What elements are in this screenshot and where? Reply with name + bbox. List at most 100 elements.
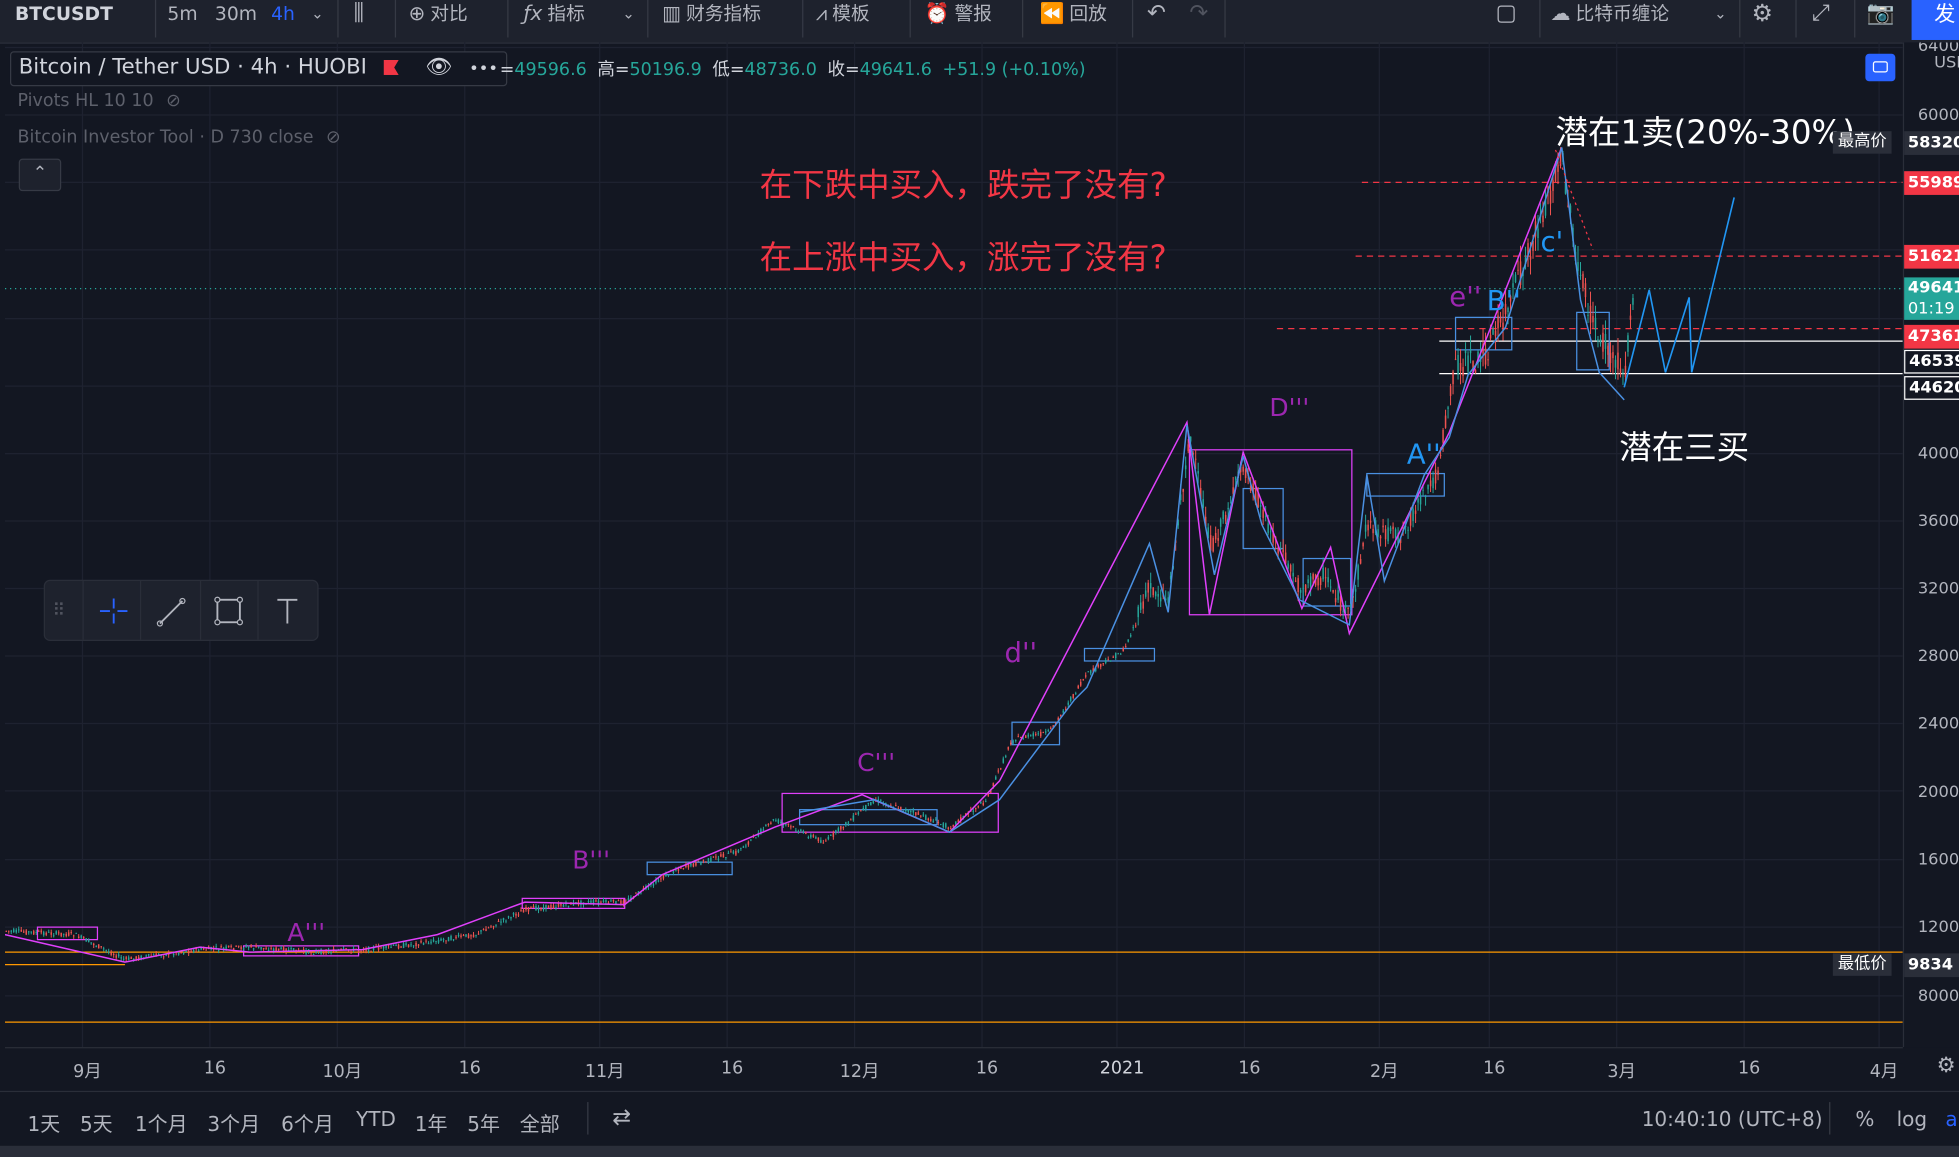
publish-button[interactable]: 发 [1911, 0, 1959, 40]
wave-label-b2[interactable]: B'' [1486, 286, 1521, 318]
layout-dropdown-icon[interactable]: ⌄ [1714, 4, 1727, 23]
price-axis[interactable]: 64000 USD 60000 56000 52000 48000 44000 … [1902, 42, 1959, 1048]
candle-body [330, 952, 332, 954]
range-1m[interactable]: 1个月 [134, 1112, 188, 1136]
candle-body [1532, 240, 1534, 251]
text-tool-icon[interactable] [266, 591, 308, 631]
candle-body [425, 940, 427, 942]
candle-body [462, 935, 465, 937]
goto-date-icon[interactable]: ⇄ [612, 1104, 632, 1131]
symbol-legend[interactable]: Bitcoin / Tether USD · 4h · HUOBI 👁 ••• [9, 51, 507, 87]
range-5y[interactable]: 5年 [467, 1112, 500, 1136]
candle-body [1122, 648, 1124, 652]
candle-body [1494, 330, 1497, 337]
axis-settings-gear-icon[interactable]: ⚙ [1936, 1053, 1956, 1079]
wave-label-e2[interactable]: e'' [1449, 282, 1482, 314]
log-scale-toggle[interactable]: log [1896, 1107, 1928, 1131]
range-1y[interactable]: 1年 [414, 1112, 448, 1136]
replay-button[interactable]: ⏪ 回放 [1040, 0, 1107, 30]
candle-body [30, 931, 32, 933]
candle-body [705, 861, 707, 863]
candle-style-icon[interactable]: ⫼ [353, 0, 364, 27]
fullscreen-icon[interactable]: ⤢ [1811, 0, 1830, 27]
annotation-question-up[interactable]: 在上涨中买入，涨完了没有? [759, 239, 1167, 278]
eye-hidden-icon[interactable]: ⊘ [325, 127, 341, 148]
candle-body [525, 907, 527, 910]
candle-body [915, 812, 917, 816]
percent-scale-toggle[interactable]: % [1855, 1107, 1875, 1131]
range-ytd[interactable]: YTD [356, 1107, 396, 1131]
range-all[interactable]: 全部 [519, 1112, 560, 1136]
interval-5m[interactable]: 5m [167, 2, 198, 25]
redo-icon[interactable]: ↷ [1189, 0, 1209, 27]
alerts-button[interactable]: ⏰ 警报 [925, 0, 992, 30]
wave-label-c1[interactable]: c' [1540, 227, 1564, 259]
indicator-investor-tool[interactable]: Bitcoin Investor Tool · D 730 close ⊘ [17, 127, 340, 147]
wave-label-d3[interactable]: D''' [1269, 392, 1310, 423]
range-5d[interactable]: 5天 [79, 1112, 113, 1136]
candle-body [1102, 663, 1104, 665]
indicators-dropdown-icon[interactable]: ⌄ [622, 4, 635, 23]
flag-icon[interactable] [383, 59, 399, 75]
candle-body [1099, 663, 1102, 667]
annotation-potential-buy-3[interactable]: 潜在三买 [1619, 429, 1750, 468]
candle-body [1557, 164, 1559, 172]
drag-handle-icon[interactable]: ⠿ [52, 601, 66, 622]
time-axis[interactable]: 9月 16 10月 16 11月 16 12月 16 2021 16 2月 16… [4, 1047, 1903, 1091]
rectangle-tool-icon[interactable] [207, 591, 249, 631]
candle-body [920, 815, 922, 817]
range-1d[interactable]: 1天 [27, 1112, 61, 1136]
candle-body [662, 874, 665, 879]
wave-label-b3[interactable]: B''' [572, 844, 610, 875]
eye-hidden-icon[interactable]: ⊘ [166, 91, 181, 112]
divider [1739, 0, 1741, 38]
auto-scale-toggle[interactable]: a [1945, 1107, 1958, 1131]
range-3m[interactable]: 3个月 [207, 1112, 261, 1136]
wave-label-a3[interactable]: A''' [287, 917, 326, 948]
templates-button[interactable]: ⩘ 模板 [816, 0, 870, 30]
candle-body [1629, 315, 1632, 320]
wave-label-c3[interactable]: C''' [857, 747, 896, 778]
range-6m[interactable]: 6个月 [281, 1112, 334, 1136]
candle-body [1579, 275, 1582, 277]
compare-button[interactable]: ⊕ 对比 [409, 0, 468, 30]
wave-label-a2[interactable]: A'' [1406, 439, 1441, 472]
settings-gear-icon[interactable]: ⚙ [1751, 0, 1773, 28]
candle-body [512, 912, 515, 915]
candle-body [555, 907, 557, 909]
undo-icon[interactable]: ↶ [1146, 0, 1166, 27]
timezone-clock[interactable]: 10:40:10 (UTC+8) [1641, 1107, 1823, 1131]
candle-body [1344, 604, 1347, 608]
fullscreen-layout-icon[interactable]: ▢ [1495, 0, 1517, 27]
interval-4h[interactable]: 4h [271, 2, 295, 25]
symbol-search[interactable]: BTCUSDT [14, 2, 113, 25]
candle-body [67, 932, 70, 936]
candle-body [792, 826, 795, 828]
candlestick-series[interactable] [5, 147, 1634, 962]
object-tree-button[interactable] [1865, 53, 1896, 82]
crosshair-icon[interactable] [92, 591, 134, 631]
indicator-pivots[interactable]: Pivots HL 10 10 ⊘ [17, 91, 180, 111]
candle-body [612, 899, 615, 902]
camera-icon[interactable]: 📷 [1866, 0, 1895, 27]
interval-30m[interactable]: 30m [214, 2, 258, 25]
eye-icon[interactable]: 👁 [425, 54, 453, 80]
candle-body [872, 800, 875, 804]
collapse-legend-button[interactable]: ⌃ [18, 158, 62, 192]
annotation-potential-sell-1[interactable]: 潜在1卖(20%-30%) [1555, 114, 1856, 153]
wave-label-d2[interactable]: d'' [1004, 638, 1038, 670]
candle-body [1312, 574, 1314, 580]
indicators-button[interactable]: ƒx 指标 [523, 0, 584, 30]
trendline-icon[interactable] [150, 591, 192, 631]
price-chart-canvas[interactable] [4, 42, 1903, 1048]
candle-body [450, 936, 452, 940]
candle-body [277, 948, 280, 950]
annotation-question-down[interactable]: 在下跌中买入，跌完了没有? [759, 167, 1167, 205]
candle-body [1342, 611, 1344, 613]
layout-name-button[interactable]: ☁ 比特币缠论 [1551, 0, 1670, 30]
more-options-icon[interactable]: ••• [469, 59, 498, 79]
financials-button[interactable]: ▥ 财务指标 [662, 0, 761, 30]
interval-dropdown-icon[interactable]: ⌄ [311, 4, 324, 23]
candle-body [107, 951, 110, 953]
candle-body [1224, 514, 1227, 521]
